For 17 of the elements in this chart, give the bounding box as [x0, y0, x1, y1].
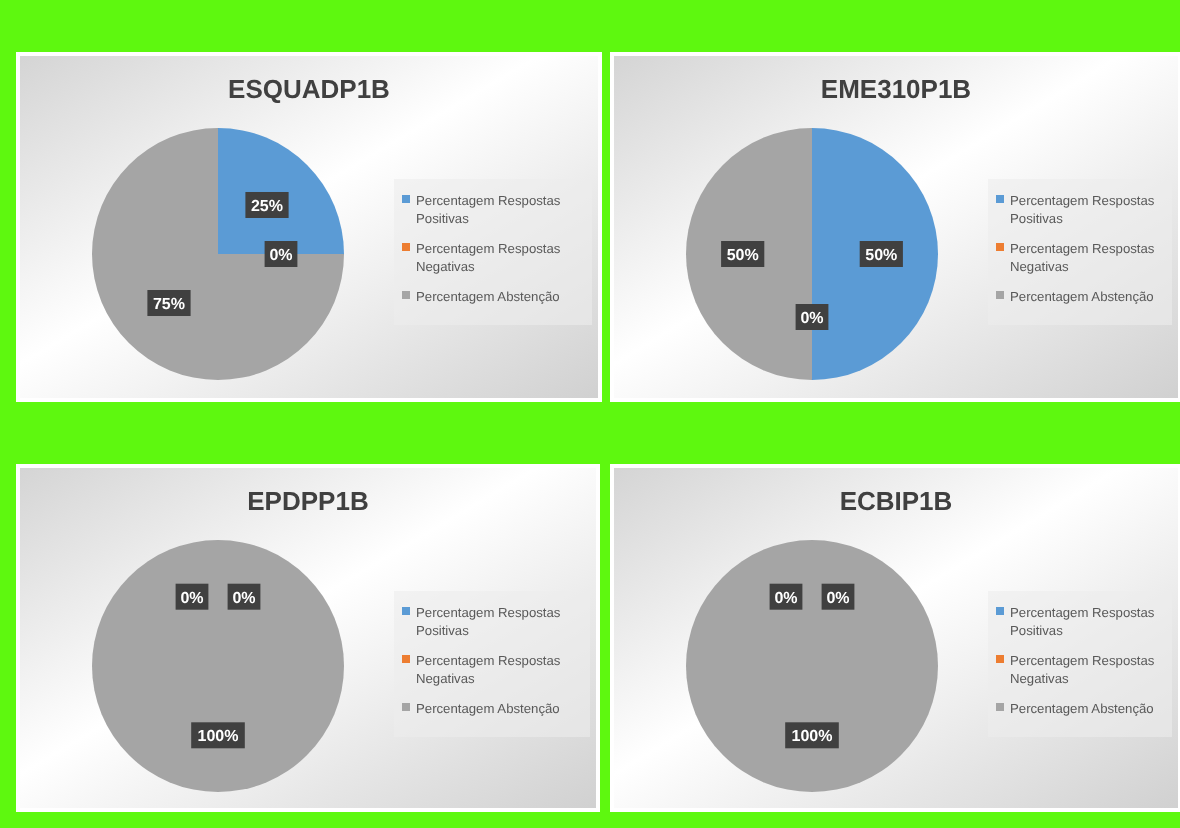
chart-title: ECBIP1B — [839, 486, 953, 516]
text: 0% — [826, 588, 850, 607]
text: 0% — [269, 246, 293, 264]
chart-title: ESQUADP1B — [228, 74, 390, 104]
data-label: 75% — [152, 295, 186, 313]
chart-title: EPDPP1B — [247, 486, 369, 516]
data-label: 100% — [197, 727, 239, 746]
text: 0% — [774, 588, 798, 607]
pie-slice — [92, 128, 344, 380]
data-label: 100% — [791, 727, 833, 746]
data-label: 50% — [865, 246, 898, 264]
text: 0% — [180, 588, 204, 607]
text: 0% — [800, 309, 824, 327]
data-label: 25% — [250, 197, 284, 215]
data-label: 50% — [726, 246, 759, 264]
chart-title: EME310P1B — [820, 74, 972, 104]
text: 0% — [232, 588, 256, 607]
